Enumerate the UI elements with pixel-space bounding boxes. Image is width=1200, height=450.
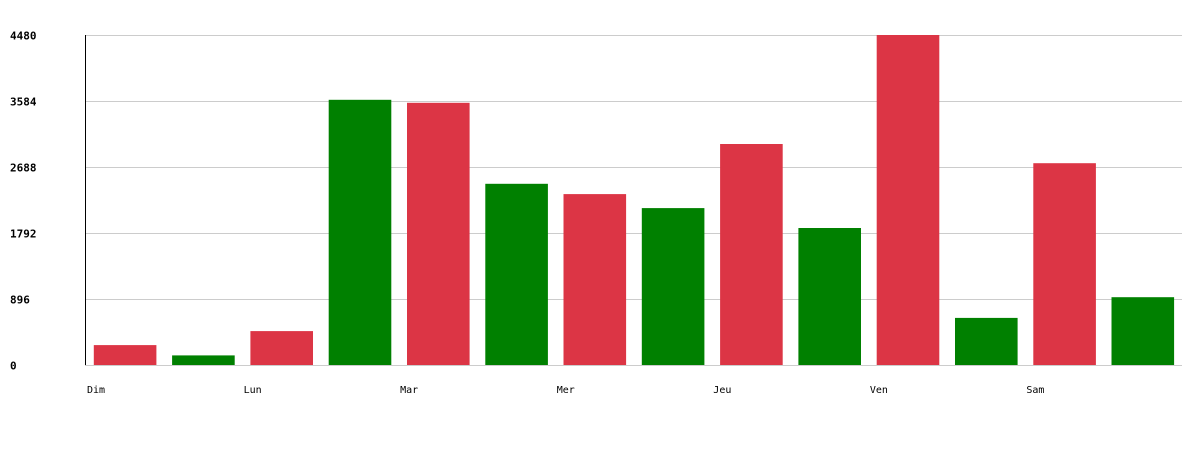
y-tick-label: 896 bbox=[10, 294, 30, 307]
y-tick-label: 4480 bbox=[10, 30, 37, 43]
bar bbox=[798, 228, 861, 365]
bars bbox=[93, 35, 1175, 366]
bar bbox=[876, 35, 940, 365]
bar bbox=[563, 194, 627, 365]
bar bbox=[955, 317, 1018, 365]
y-tick-label: 0 bbox=[10, 360, 17, 373]
y-tick-label: 2688 bbox=[10, 162, 37, 175]
x-tick-label: Dim bbox=[87, 385, 105, 396]
bar bbox=[172, 355, 235, 365]
bar bbox=[250, 331, 313, 365]
y-tick-label: 3584 bbox=[10, 96, 37, 109]
x-tick-label: Mer bbox=[557, 385, 575, 396]
bar bbox=[328, 99, 392, 366]
x-tick-label: Ven bbox=[870, 385, 888, 396]
bar bbox=[407, 102, 470, 366]
bar bbox=[1111, 297, 1175, 365]
y-axis-ticks: 0 896 1792 2688 3584 4480 bbox=[10, 30, 37, 373]
x-axis-labels: Dim Lun Mar Mer Jeu Ven Sam bbox=[87, 385, 1044, 396]
gridlines bbox=[86, 35, 1182, 300]
bar bbox=[641, 208, 705, 365]
bar bbox=[1033, 163, 1096, 365]
bar bbox=[93, 345, 157, 365]
bar bbox=[720, 144, 783, 365]
x-tick-label: Sam bbox=[1026, 385, 1044, 396]
x-tick-label: Mar bbox=[400, 385, 418, 396]
bar bbox=[485, 183, 548, 365]
x-tick-label: Jeu bbox=[713, 385, 731, 396]
y-tick-label: 1792 bbox=[10, 228, 37, 241]
x-tick-label: Lun bbox=[244, 385, 262, 396]
